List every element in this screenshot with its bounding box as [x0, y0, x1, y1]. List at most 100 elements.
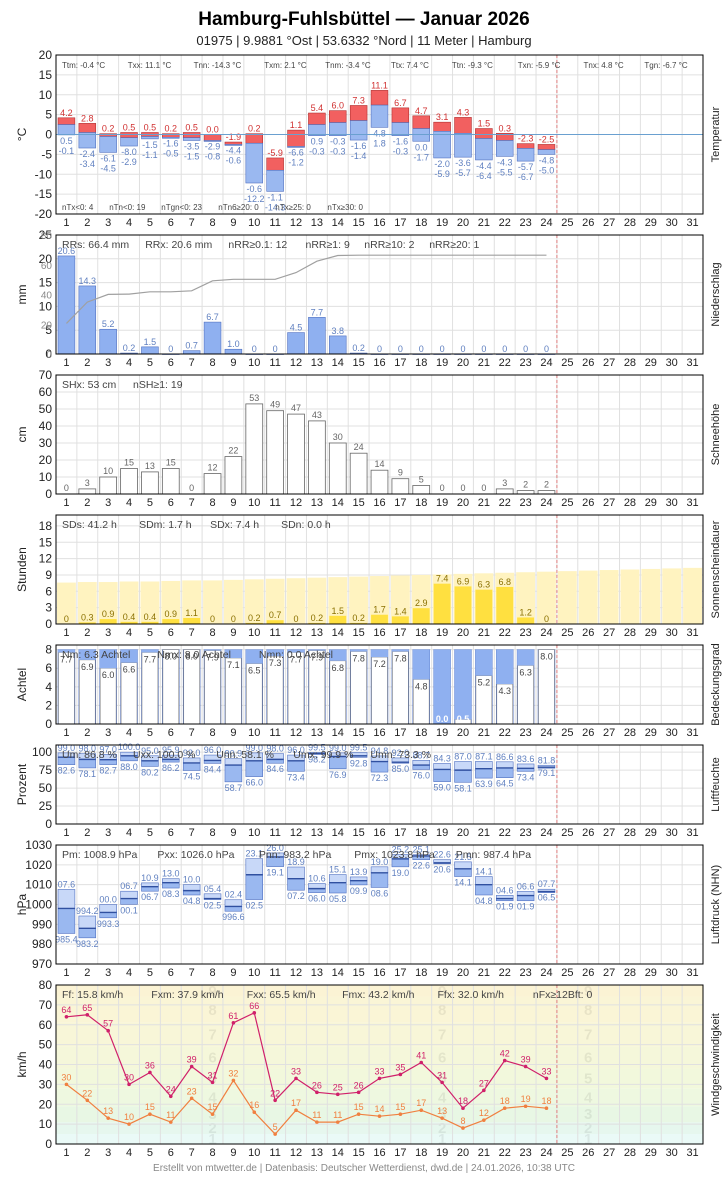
humidity-lower-bar — [224, 764, 243, 783]
sun-label: 1.7 — [373, 605, 386, 615]
sun-potential-bar — [557, 571, 577, 624]
sun-label: 0.2 — [311, 613, 324, 623]
y-tick-label: 0 — [45, 1137, 52, 1151]
wind-mean-label: 13 — [103, 1106, 113, 1116]
wind-mean-point — [252, 1110, 257, 1114]
rain-sum-tick-label: 60 — [41, 261, 53, 272]
temp-max-label: 3.1 — [436, 112, 449, 122]
temp-min-bar — [475, 138, 493, 161]
x-tick-label: 11 — [269, 627, 280, 639]
temp-max-label: 4.2 — [60, 108, 73, 118]
x-tick-label: 23 — [519, 217, 531, 229]
wind-gust-point — [189, 1064, 194, 1069]
humidity-min-label: 59.0 — [433, 783, 451, 793]
temp-min-bar — [203, 140, 222, 142]
temp-min-label: -0.5 — [163, 148, 179, 158]
temp-min-inner-label: -6.1 — [100, 153, 116, 163]
sun-potential-bar — [203, 580, 222, 624]
x-tick-label: 24 — [540, 357, 552, 369]
temp-min-bar — [245, 142, 264, 184]
humidity-max-label: 96.0 — [204, 745, 222, 755]
humidity-max-label: 87.1 — [475, 751, 493, 761]
stats-label: Umn: 73.3 % — [370, 749, 431, 761]
stats-label: nRR≥20: 1 — [429, 239, 479, 251]
x-tick-label: 19 — [436, 727, 448, 739]
snow-bar — [516, 490, 535, 495]
rain-label: 0 — [460, 344, 465, 354]
humidity-min-label: 82.7 — [99, 766, 117, 776]
snow-label: 0 — [64, 483, 69, 493]
pressure-min-label: 01.9 — [496, 902, 514, 912]
x-tick-label: 16 — [373, 357, 385, 369]
wind-gust-label: 18 — [458, 1096, 468, 1106]
x-tick-label: 8 — [209, 727, 215, 739]
beaufort-band — [56, 1134, 703, 1144]
pressure-min-label: 01.9 — [517, 902, 535, 912]
footer-credit: Erstellt von mtwetter.de | Datenbasis: D… — [153, 1163, 575, 1174]
x-tick-label: 10 — [248, 967, 260, 979]
x-tick-label: 3 — [105, 357, 111, 369]
humidity-upper-bar — [454, 761, 472, 771]
pressure-lower-bar — [224, 906, 243, 912]
temp-max-bar — [245, 133, 264, 144]
sun-label: 0 — [231, 614, 236, 624]
sun-bar — [162, 619, 180, 624]
humidity-lower-bar — [245, 760, 264, 777]
x-tick-label: 14 — [332, 1147, 344, 1159]
pressure-lower-bar — [245, 874, 264, 900]
humidity-max-label: 92.0 — [392, 748, 410, 758]
x-tick-label: 29 — [645, 727, 657, 739]
x-tick-label: 9 — [230, 1147, 236, 1159]
sun-potential-bar — [370, 576, 389, 624]
x-tick-label: 22 — [499, 217, 511, 229]
y-tick-label: -10 — [35, 167, 53, 181]
x-tick-label: 5 — [147, 217, 153, 229]
beaufort-label: 8 — [208, 1002, 216, 1019]
pressure-max-label: 13.0 — [162, 869, 180, 879]
beaufort-band — [56, 1088, 703, 1107]
wind-mean-point — [127, 1122, 131, 1126]
x-tick-label: 25 — [561, 727, 573, 739]
x-tick-label: 27 — [603, 497, 615, 509]
rain-bar — [78, 285, 97, 355]
pressure-max-label: 10.0 — [183, 875, 201, 885]
wind-gust-point — [335, 1092, 340, 1097]
pressure-min-label: 08.3 — [162, 889, 180, 899]
temp-max-bar — [370, 90, 389, 106]
y-tick-label: 2 — [45, 698, 52, 712]
y-tick-label: -5 — [41, 147, 52, 161]
sun-label: 0 — [64, 614, 69, 624]
x-tick-label: 23 — [519, 1147, 531, 1159]
cloud-label: 6.3 — [519, 667, 532, 677]
temp-min-inner-label: -0.6 — [247, 184, 263, 194]
y-tick-label: 40 — [39, 419, 53, 433]
x-tick-label: 23 — [519, 357, 531, 369]
rain-bar — [329, 335, 347, 355]
y-tick-label: 75 — [39, 763, 53, 777]
x-tick-label: 16 — [373, 727, 385, 739]
wind-mean-label: 15 — [395, 1102, 405, 1112]
cloud-fill — [517, 649, 535, 666]
x-tick-label: 11 — [269, 827, 280, 839]
temp-max-bar — [329, 110, 347, 123]
wind-mean-point — [210, 1112, 215, 1116]
x-tick-label: 26 — [582, 1147, 594, 1159]
x-tick-label: 25 — [561, 1147, 573, 1159]
sun-potential-bar — [119, 581, 139, 624]
x-tick-label: 24 — [540, 1147, 552, 1159]
y-tick-label: 1010 — [25, 878, 52, 892]
sun-label: 0.2 — [248, 613, 261, 623]
pressure-min-label: 985.4 — [55, 934, 78, 944]
cloud-fill — [496, 649, 514, 685]
x-tick-label: 14 — [332, 967, 344, 979]
beaufort-label: 7 — [438, 1027, 446, 1044]
rain-label: 0 — [481, 344, 486, 354]
y-tick-label: 9 — [45, 568, 52, 582]
wind-mean-point — [335, 1120, 340, 1124]
wind-mean-point — [419, 1108, 424, 1113]
wind-mean-point — [168, 1120, 173, 1124]
x-tick-label: 14 — [332, 217, 344, 229]
y-tick-label: 12 — [39, 552, 53, 566]
panel-frame — [55, 234, 704, 355]
stats-label: Ttn: -9.3 °C — [452, 61, 493, 70]
